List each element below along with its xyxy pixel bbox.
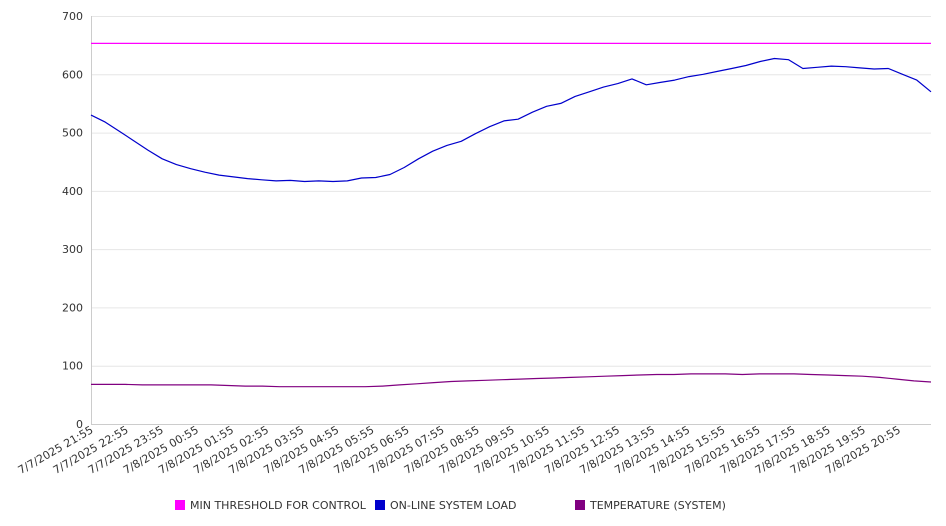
y-tick-label: 400 [62,185,83,198]
legend: MIN THRESHOLD FOR CONTROL ON-LINE SYSTEM… [0,497,946,517]
grid-lines [91,16,931,425]
legend-item-min-threshold[interactable]: MIN THRESHOLD FOR CONTROL [175,499,366,512]
series-lines [90,42,932,388]
legend-label-system-load: ON-LINE SYSTEM LOAD [390,499,517,512]
y-axis-ticks: 0 100 200 300 400 500 600 700 [62,10,83,431]
y-tick-label: 200 [62,301,83,314]
axes [91,16,931,425]
legend-label-temperature: TEMPERATURE (SYSTEM) [590,499,726,512]
y-tick-label: 0 [76,418,83,431]
y-tick-label: 300 [62,243,83,256]
series-line-1 [90,57,932,183]
legend-swatch-min-threshold [175,500,185,510]
legend-item-system-load[interactable]: ON-LINE SYSTEM LOAD [375,499,516,512]
x-axis-ticks: 7/7/2025 21:557/7/2025 22:557/7/2025 23:… [16,423,903,477]
legend-item-temperature[interactable]: TEMPERATURE (SYSTEM) [575,499,726,512]
y-tick-label: 100 [62,360,83,373]
legend-swatch-temperature [575,500,585,510]
y-tick-label: 500 [62,127,83,140]
y-tick-label: 700 [62,10,83,23]
legend-label-min-threshold: MIN THRESHOLD FOR CONTROL [190,499,366,512]
y-tick-label: 600 [62,68,83,81]
series-line-2 [91,373,932,388]
legend-swatch-system-load [375,500,385,510]
